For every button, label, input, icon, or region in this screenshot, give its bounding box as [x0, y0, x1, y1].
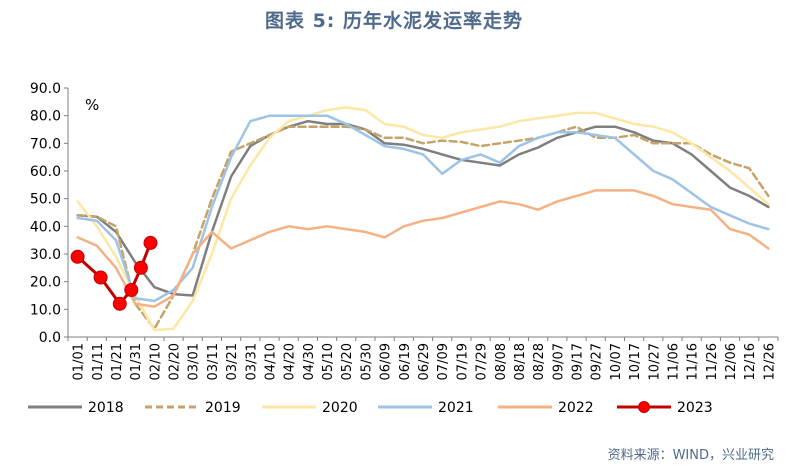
y-tick-label: 60.0: [30, 164, 61, 180]
series-line-2020: [76, 106, 770, 332]
x-tick-label: 01/01: [72, 343, 87, 380]
x-tick-label: 02/10: [148, 343, 163, 380]
y-axis-unit-label: %: [85, 96, 99, 114]
y-tick-label: 20.0: [30, 275, 61, 291]
data-point-2023: [93, 270, 108, 285]
x-tick-label: 07/29: [475, 343, 490, 380]
x-tick-label: 03/31: [244, 343, 259, 380]
y-tick-label: 0.0: [39, 330, 61, 346]
y-tick-label: 90.0: [30, 81, 61, 97]
x-tick-label: 07/19: [455, 343, 470, 380]
x-tick-label: 04/10: [263, 343, 278, 380]
data-point-2023: [112, 296, 127, 311]
x-tick-label: 08/28: [532, 343, 547, 380]
legend: 2018 2019 2020 2021 2022 2023: [28, 400, 713, 416]
x-tick-label: 05/10: [321, 343, 336, 380]
legend-label-2023: 2023: [677, 400, 713, 416]
x-tick-label: 06/29: [417, 343, 432, 380]
axis-layer: 0.0 10.0 20.0 30.0 40.0 50.0 60.0 70.0 80.0 90.0 0…: [30, 81, 779, 380]
y-tick-label: 70.0: [30, 136, 61, 152]
x-tick-label: 10/17: [628, 343, 643, 380]
x-tick-label: 11/26: [705, 343, 720, 380]
series-line-2021: [76, 114, 770, 303]
x-tick-label: 09/17: [571, 343, 586, 380]
x-tick-label: 09/27: [590, 343, 605, 380]
series-line-2022: [76, 189, 770, 308]
x-tick-label: 05/20: [340, 343, 355, 380]
x-tick-label: 10/27: [647, 343, 662, 380]
legend-label-2020: 2020: [322, 400, 358, 416]
x-tick-label: 11/16: [686, 343, 701, 380]
x-tick-label: 09/07: [551, 343, 566, 380]
chart-title: 图表 5: 历年水泥发运率走势: [264, 10, 524, 32]
x-tick-label: 12/06: [724, 343, 739, 380]
x-tick-label: 05/30: [359, 343, 374, 380]
series-layer: [70, 106, 770, 332]
data-point-2023: [143, 235, 158, 250]
x-tick-label: 08/18: [513, 343, 528, 380]
x-tick-label: 06/09: [379, 343, 394, 380]
y-tick-label: 50.0: [30, 192, 61, 208]
y-tick-label: 30.0: [30, 247, 61, 263]
x-tick-label: 03/11: [206, 343, 221, 380]
x-tick-label: 04/30: [302, 343, 317, 380]
legend-marker-2023: [638, 401, 650, 413]
legend-label-2019: 2019: [205, 400, 241, 416]
data-point-2023: [70, 249, 85, 264]
x-tick-label: 12/26: [762, 343, 777, 380]
source-note: 资料来源：WIND，兴业研究: [607, 448, 774, 463]
x-tick-label: 01/21: [110, 343, 125, 380]
data-point-2023: [124, 283, 139, 297]
legend-label-2018: 2018: [88, 400, 124, 416]
x-tick-label: 08/08: [494, 343, 509, 380]
x-tick-label: 03/01: [187, 343, 202, 380]
x-tick-label: 11/06: [666, 343, 681, 380]
series-line-2019: [76, 125, 770, 330]
x-tick-label: 01/31: [129, 343, 144, 380]
legend-label-2022: 2022: [558, 400, 594, 416]
x-tick-label: 01/11: [91, 343, 106, 380]
x-tick-label: 03/21: [225, 343, 240, 380]
x-tick-label: 12/16: [743, 343, 758, 380]
data-point-2023: [133, 260, 148, 275]
y-tick-label: 40.0: [30, 219, 61, 235]
x-tick-label: 06/19: [398, 343, 413, 380]
series-line-2018: [76, 119, 770, 297]
x-tick-label: 07/09: [436, 343, 451, 380]
y-tick-label: 10.0: [30, 302, 61, 318]
x-tick-label: 10/07: [609, 343, 624, 380]
legend-label-2021: 2021: [438, 400, 474, 416]
y-tick-label: 80.0: [30, 109, 61, 125]
x-tick-label: 04/20: [283, 343, 298, 380]
x-tick-label: 02/20: [168, 343, 183, 380]
